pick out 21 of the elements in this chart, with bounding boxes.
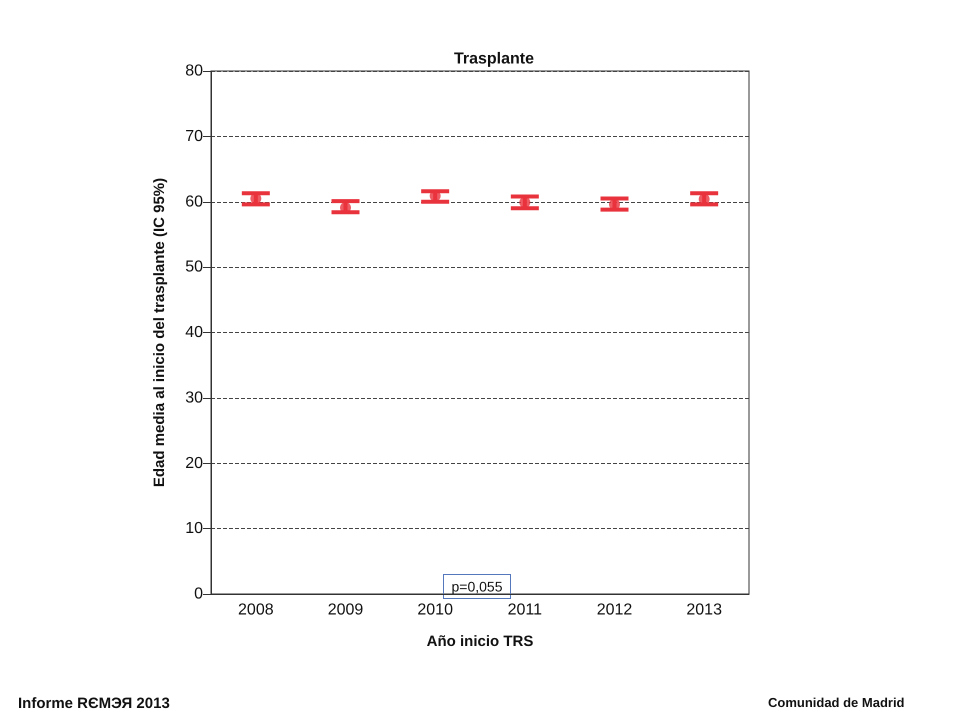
- chart-title: Trasplante: [454, 50, 534, 68]
- y-tick-label: 60: [185, 193, 204, 210]
- y-tick-label: 50: [185, 258, 204, 276]
- text: Comunidad de Madrid: [768, 695, 905, 710]
- x-tick-label: 2012: [596, 602, 632, 618]
- x-tick-label: 2008: [238, 602, 274, 618]
- x-tick-label: 2010: [417, 602, 454, 618]
- y-tick-label: 40: [185, 324, 204, 341]
- x-axis-title: Año inicio TRS: [426, 633, 534, 650]
- y-axis-title: Edad media al inicio del trasplante (IC 95%): [151, 178, 168, 488]
- y-tick-label: 30: [185, 389, 204, 406]
- y-tick-label: 80: [185, 62, 204, 80]
- x-tick-label: 2011: [508, 602, 542, 618]
- x-tick-label: 2013: [686, 602, 722, 618]
- x-tick-label: 2009: [328, 602, 364, 618]
- y-tick-label: 20: [185, 454, 204, 472]
- y-tick-label: 70: [185, 128, 204, 145]
- y-tick-label: 0: [194, 586, 204, 602]
- text: Informe RЄМЭЯ 2013: [18, 695, 170, 712]
- annotation: p=0,055: [452, 578, 503, 594]
- y-tick-label: 10: [185, 520, 204, 538]
